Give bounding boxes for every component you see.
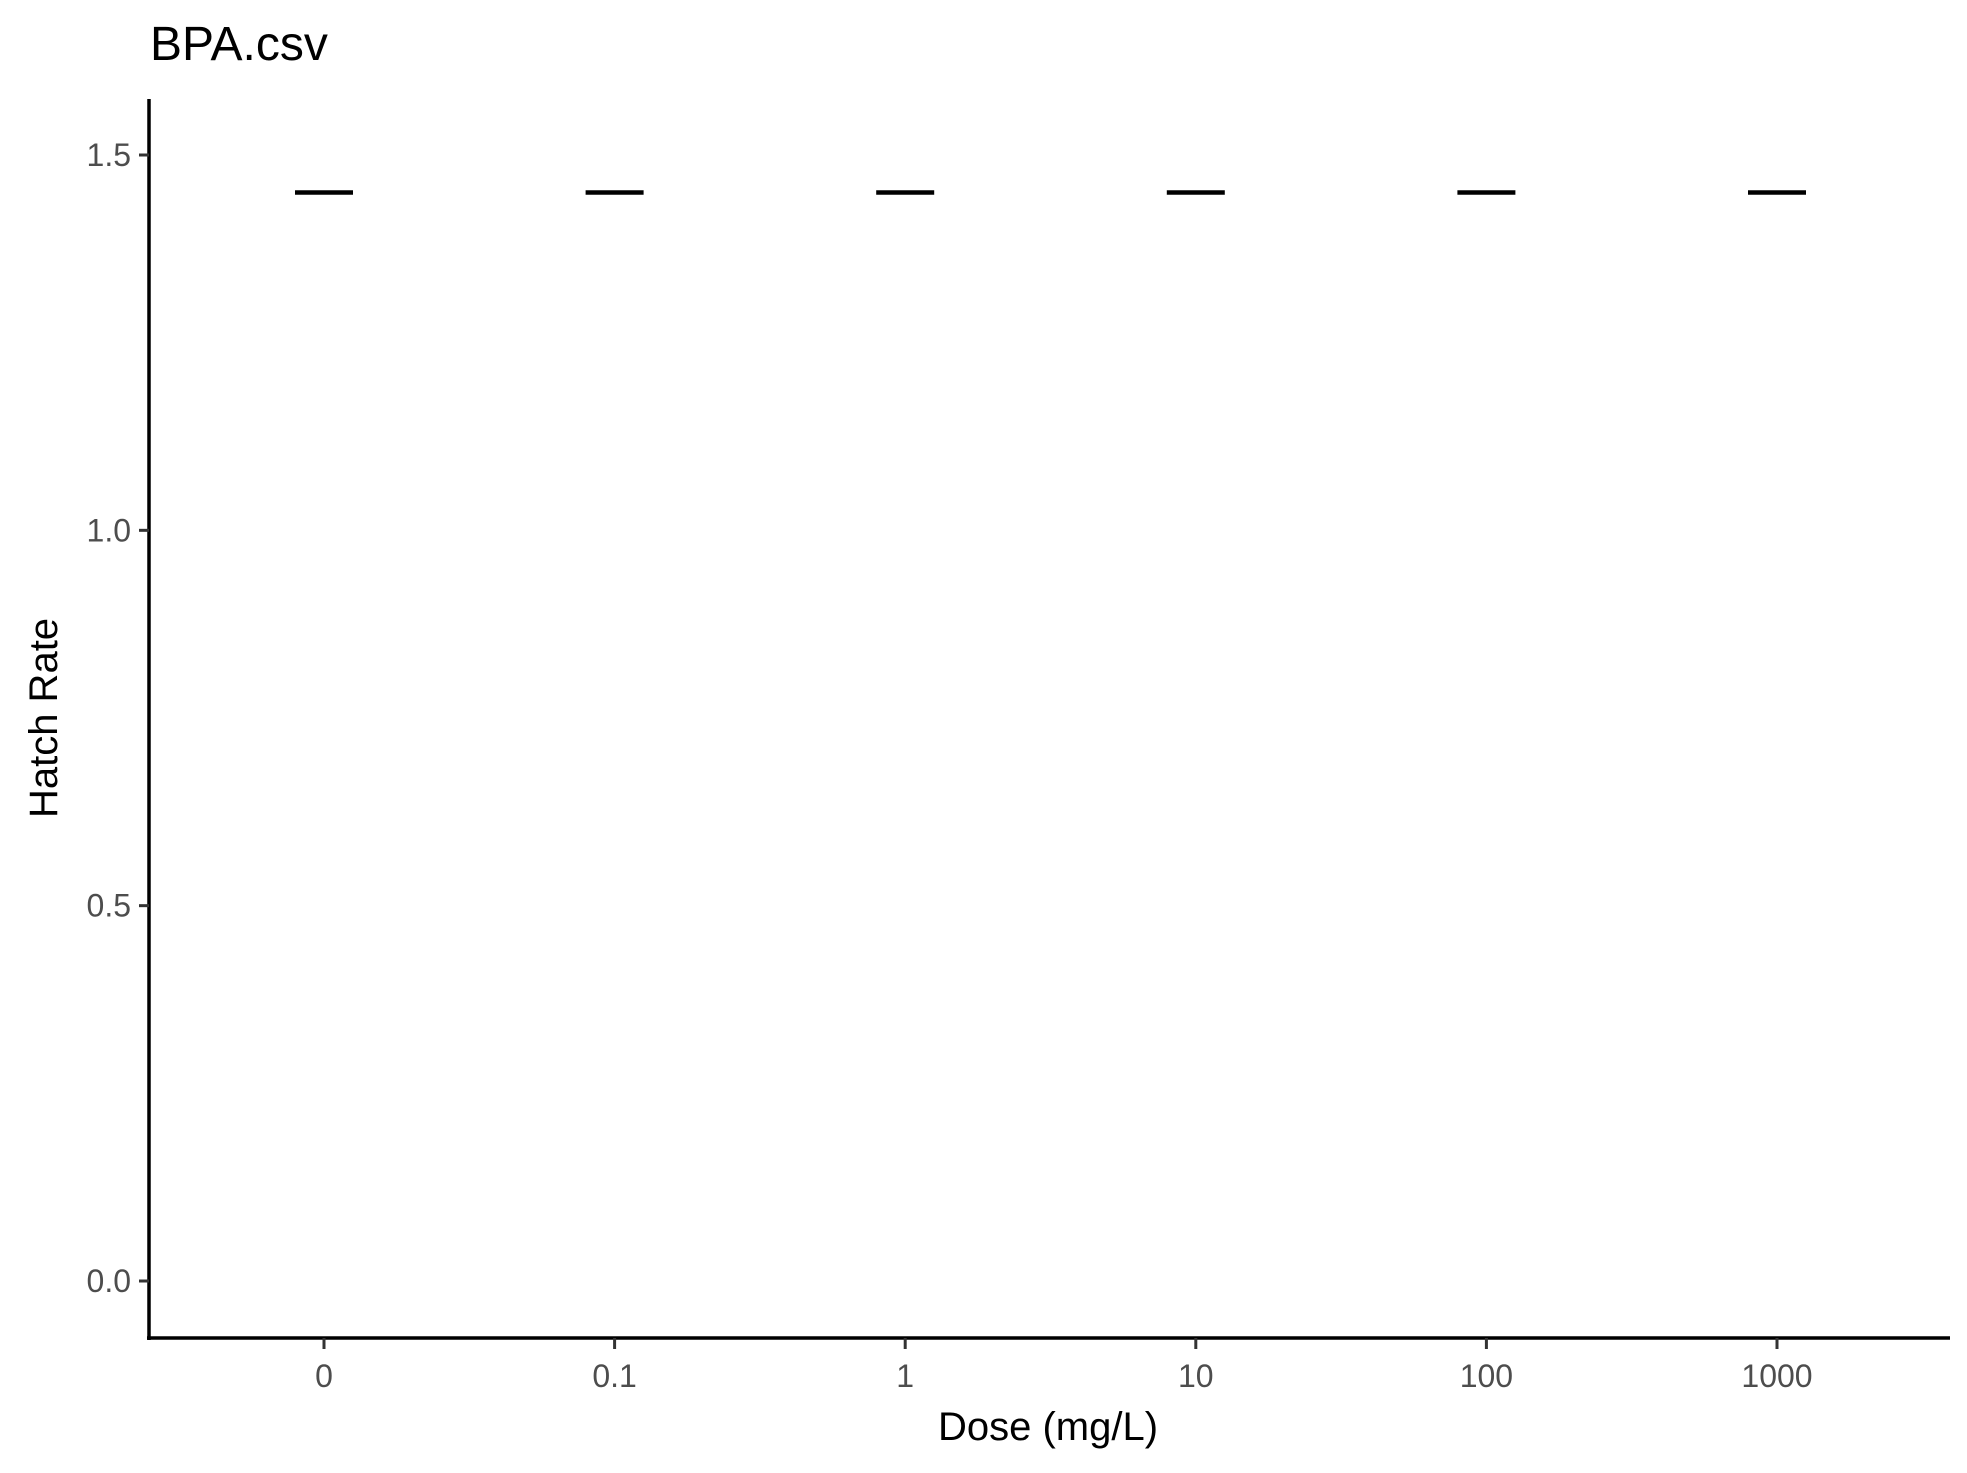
y-tick-label: 0.0 xyxy=(87,1263,131,1299)
x-axis: 0 0.1 1 10 100 1000 xyxy=(147,1336,1950,1394)
y-axis: 0.0 0.5 1.0 1.5 xyxy=(87,99,151,1340)
y-ticks: 0.0 0.5 1.0 1.5 xyxy=(87,137,149,1299)
y-axis-title: Hatch Rate xyxy=(22,618,66,818)
x-tick-label: 10 xyxy=(1178,1358,1214,1394)
x-tick-label: 0.1 xyxy=(592,1358,636,1394)
x-axis-title: Dose (mg/L) xyxy=(938,1405,1158,1449)
y-tick-label: 1.5 xyxy=(87,137,131,173)
y-tick-label: 0.5 xyxy=(87,888,131,924)
x-ticks: 0 0.1 1 10 100 1000 xyxy=(315,1338,1813,1394)
x-tick-label: 1 xyxy=(896,1358,914,1394)
y-tick-label: 1.0 xyxy=(87,512,131,548)
x-tick-label: 0 xyxy=(315,1358,333,1394)
x-tick-label: 100 xyxy=(1460,1358,1513,1394)
chart-title: BPA.csv xyxy=(150,18,328,71)
x-tick-label: 1000 xyxy=(1741,1358,1812,1394)
